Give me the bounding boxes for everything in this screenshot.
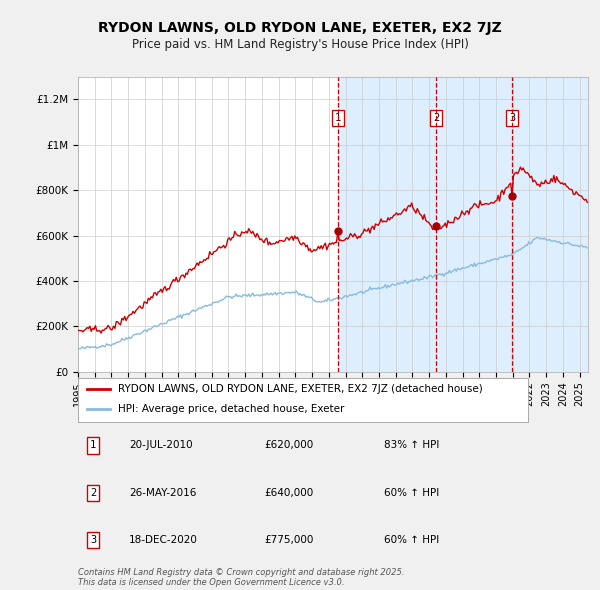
Text: 60% ↑ HPI: 60% ↑ HPI: [384, 535, 439, 545]
Text: 83% ↑ HPI: 83% ↑ HPI: [384, 441, 439, 450]
Text: 26-MAY-2016: 26-MAY-2016: [129, 488, 196, 497]
Text: HPI: Average price, detached house, Exeter: HPI: Average price, detached house, Exet…: [119, 405, 345, 414]
Text: 18-DEC-2020: 18-DEC-2020: [129, 535, 198, 545]
Text: £775,000: £775,000: [264, 535, 313, 545]
Text: Price paid vs. HM Land Registry's House Price Index (HPI): Price paid vs. HM Land Registry's House …: [131, 38, 469, 51]
Text: 20-JUL-2010: 20-JUL-2010: [129, 441, 193, 450]
Text: 2: 2: [90, 488, 96, 497]
Text: 60% ↑ HPI: 60% ↑ HPI: [384, 488, 439, 497]
Text: 1: 1: [335, 113, 341, 123]
Text: RYDON LAWNS, OLD RYDON LANE, EXETER, EX2 7JZ: RYDON LAWNS, OLD RYDON LANE, EXETER, EX2…: [98, 21, 502, 35]
Text: Contains HM Land Registry data © Crown copyright and database right 2025.
This d: Contains HM Land Registry data © Crown c…: [78, 568, 404, 587]
Text: RYDON LAWNS, OLD RYDON LANE, EXETER, EX2 7JZ (detached house): RYDON LAWNS, OLD RYDON LANE, EXETER, EX2…: [119, 384, 483, 394]
Text: 2: 2: [433, 113, 439, 123]
Text: 3: 3: [90, 535, 96, 545]
Text: 1: 1: [90, 441, 96, 450]
Text: 3: 3: [509, 113, 515, 123]
Text: £640,000: £640,000: [264, 488, 313, 497]
Text: £620,000: £620,000: [264, 441, 313, 450]
Bar: [338, 77, 589, 372]
